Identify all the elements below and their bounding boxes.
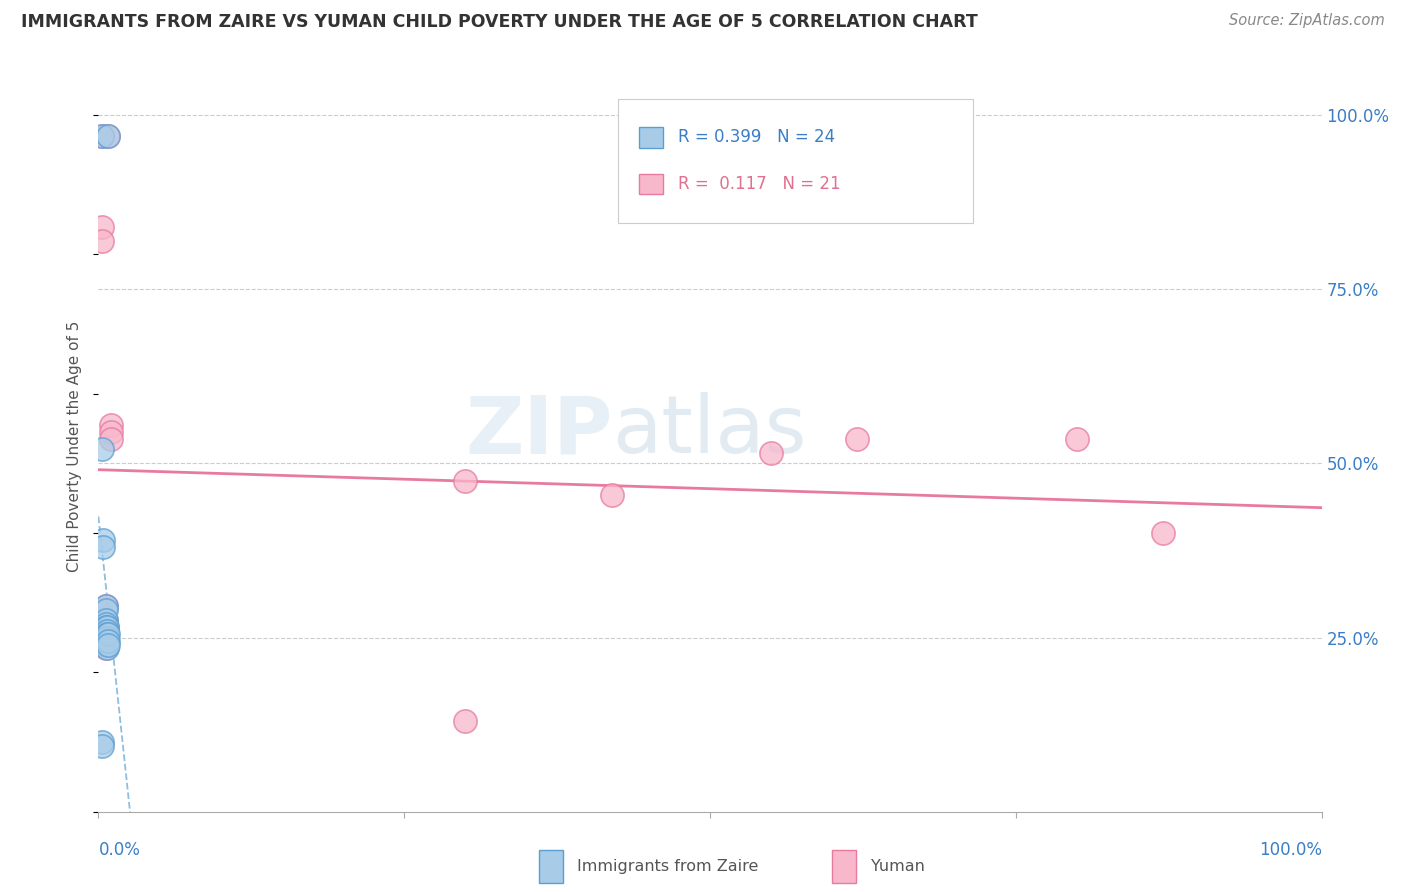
Text: 0.0%: 0.0% bbox=[98, 841, 141, 859]
Text: Source: ZipAtlas.com: Source: ZipAtlas.com bbox=[1229, 13, 1385, 29]
Point bbox=[845, 432, 868, 446]
Point bbox=[91, 739, 114, 753]
Point bbox=[96, 624, 118, 638]
Point bbox=[94, 599, 117, 614]
Point bbox=[91, 128, 114, 143]
Point bbox=[96, 620, 118, 634]
Text: IMMIGRANTS FROM ZAIRE VS YUMAN CHILD POVERTY UNDER THE AGE OF 5 CORRELATION CHAR: IMMIGRANTS FROM ZAIRE VS YUMAN CHILD POV… bbox=[21, 13, 977, 31]
Point bbox=[96, 620, 118, 634]
Point bbox=[454, 474, 477, 488]
Text: atlas: atlas bbox=[612, 392, 807, 470]
Point bbox=[94, 627, 117, 641]
Text: Immigrants from Zaire: Immigrants from Zaire bbox=[578, 859, 759, 874]
Point bbox=[96, 627, 118, 641]
Point bbox=[94, 634, 117, 648]
Point bbox=[91, 533, 114, 547]
Point bbox=[1152, 526, 1174, 541]
Text: ZIP: ZIP bbox=[465, 392, 612, 470]
Point bbox=[600, 488, 623, 502]
Text: 100.0%: 100.0% bbox=[1258, 841, 1322, 859]
Point bbox=[91, 442, 114, 457]
Point bbox=[97, 634, 120, 648]
Point bbox=[100, 432, 122, 446]
Text: R =  0.117   N = 21: R = 0.117 N = 21 bbox=[678, 175, 841, 194]
FancyBboxPatch shape bbox=[640, 174, 664, 194]
Point bbox=[1066, 432, 1088, 446]
Point bbox=[91, 219, 114, 234]
FancyBboxPatch shape bbox=[619, 99, 973, 223]
Point bbox=[97, 128, 120, 143]
Point bbox=[94, 599, 117, 614]
Point bbox=[96, 638, 118, 652]
Point bbox=[91, 128, 114, 143]
Point bbox=[94, 620, 117, 634]
Point bbox=[96, 631, 118, 645]
Text: R = 0.399   N = 24: R = 0.399 N = 24 bbox=[678, 128, 835, 146]
Point bbox=[761, 446, 783, 460]
Point bbox=[94, 603, 117, 617]
Point bbox=[96, 640, 118, 655]
Point bbox=[97, 128, 120, 143]
Point bbox=[94, 613, 117, 627]
Point bbox=[94, 613, 117, 627]
Point bbox=[94, 616, 117, 631]
Point bbox=[91, 735, 114, 749]
Text: Yuman: Yuman bbox=[870, 859, 925, 874]
Point bbox=[100, 425, 122, 439]
Point bbox=[91, 540, 114, 554]
Point bbox=[96, 634, 118, 648]
Point bbox=[96, 627, 118, 641]
FancyBboxPatch shape bbox=[640, 127, 664, 147]
Point bbox=[97, 627, 120, 641]
Point bbox=[96, 634, 118, 648]
Point bbox=[100, 418, 122, 433]
Point bbox=[91, 234, 114, 248]
FancyBboxPatch shape bbox=[832, 850, 856, 883]
Y-axis label: Child Poverty Under the Age of 5: Child Poverty Under the Age of 5 bbox=[67, 320, 83, 572]
FancyBboxPatch shape bbox=[538, 850, 562, 883]
Point bbox=[94, 640, 117, 655]
Point bbox=[454, 714, 477, 728]
Point bbox=[97, 638, 120, 652]
Point bbox=[94, 624, 117, 638]
